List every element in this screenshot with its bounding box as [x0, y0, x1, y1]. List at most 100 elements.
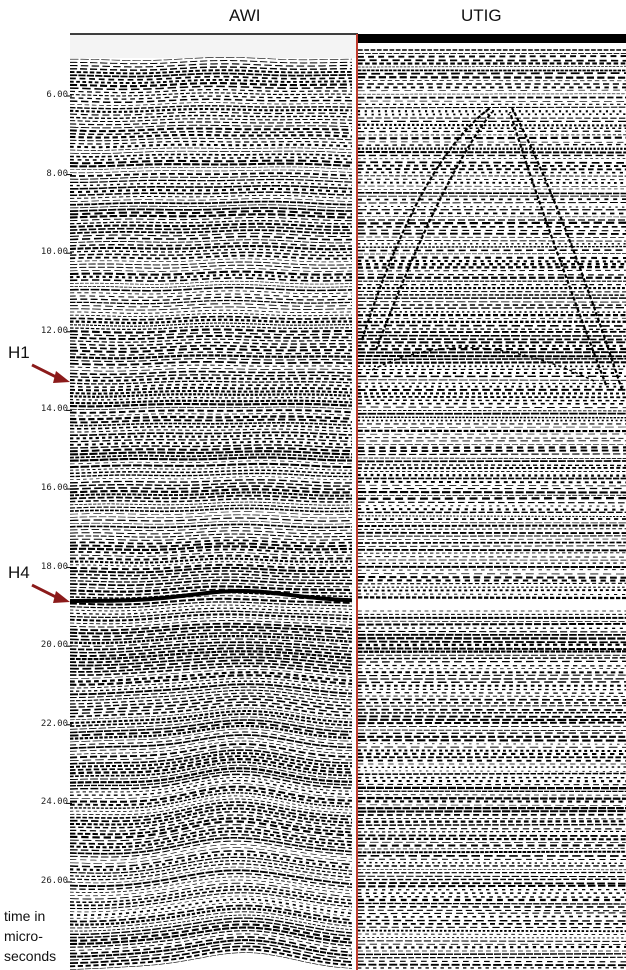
awi-reflection-line [70, 801, 353, 819]
awi-reflection-line [70, 570, 352, 577]
awi-reflection-line [70, 814, 353, 832]
awi-reflection-line [69, 545, 353, 552]
awi-reflection-line [69, 450, 352, 456]
awi-reflection-line [69, 662, 353, 673]
awi-reflection-line [69, 671, 353, 683]
awi-reflection-line [69, 761, 353, 778]
awi-reflection-line [69, 939, 353, 958]
utig-reflection-line [357, 919, 626, 922]
awi-reflection-line [69, 683, 353, 696]
awi-reflection-line [70, 309, 353, 314]
awi-reflection-line [69, 111, 353, 116]
awi-reflection-line [69, 746, 353, 762]
awi-reflection-line [69, 374, 353, 379]
awi-reflection-line [70, 920, 353, 939]
awi-reflection-line [69, 704, 353, 718]
axis-tick-label: 10.00 [40, 247, 68, 258]
awi-reflection-line [69, 485, 353, 491]
utig-panel-label: UTIG [461, 6, 502, 25]
awi-reflection-line [69, 719, 353, 734]
utig-reflection-line [357, 136, 626, 140]
utig-reflection-line [357, 269, 626, 272]
awi-reflection-line [69, 69, 352, 75]
utig-reflections [357, 49, 626, 969]
utig-reflection-line [357, 205, 626, 208]
awi-reflection-line [69, 866, 353, 884]
awi-reflection-line [69, 752, 353, 769]
utig-reflection-line [357, 698, 626, 701]
awi-reflection-line [69, 354, 353, 360]
awi-reflection-line [69, 347, 353, 353]
utig-reflection-line [357, 188, 626, 190]
awi-reflection-line [69, 743, 353, 759]
awi-reflection-line [70, 191, 353, 196]
utig-reflection-line [357, 379, 626, 381]
utig-reflection-line [357, 59, 626, 62]
awi-reflection-line [69, 740, 353, 755]
awi-reflection-line [69, 296, 353, 302]
utig-reflection-line [357, 912, 626, 915]
utig-top-bar [358, 34, 626, 43]
axis-tick-label: 14.00 [40, 404, 68, 415]
awi-reflection-line [69, 102, 353, 106]
awi-reflection-line [70, 187, 353, 194]
awi-reflection-line [69, 277, 353, 282]
awi-reflection-line [69, 264, 353, 269]
utig-reflection-line [357, 259, 626, 263]
awi-reflection-line [69, 722, 353, 737]
awi-reflection-line [69, 216, 352, 222]
awi-reflection-line [69, 377, 353, 382]
awi-reflection-line [69, 124, 353, 129]
awi-reflection-line [69, 933, 353, 951]
awi-reflection-line [69, 539, 353, 545]
awi-reflection-line [69, 169, 353, 174]
utig-diffraction-right-inner [508, 111, 608, 386]
awi-reflection-line [69, 418, 353, 424]
awi-reflection-line [69, 213, 352, 219]
awi-reflection-line [69, 856, 353, 874]
utig-reflection-line [357, 324, 626, 327]
utig-reflection-line [357, 406, 626, 409]
awi-reflection-line [69, 737, 353, 752]
utig-reflection-line [357, 823, 626, 826]
awi-reflection-line [70, 166, 353, 170]
awi-reflection-line [69, 118, 353, 123]
awi-reflection-line [69, 364, 353, 369]
awi-reflection-line [69, 415, 353, 421]
awi-reflection-line [69, 456, 352, 462]
awi-reflection-line [70, 936, 353, 955]
utig-reflection-line [357, 143, 626, 146]
awi-reflection-line [69, 597, 353, 606]
awi-reflection-line [69, 836, 353, 855]
awi-reflection-line [69, 798, 353, 816]
awi-reflection-line [69, 635, 353, 645]
awi-reflection-line [69, 75, 352, 81]
awi-reflection-line [69, 89, 353, 94]
utig-reflection-line [357, 202, 626, 204]
awi-reflection-line [69, 674, 353, 686]
awi-reflection-line [69, 210, 352, 216]
awi-reflection-line [70, 807, 353, 826]
awi-panel-label: AWI [229, 6, 261, 25]
awi-reflection-line [69, 198, 353, 202]
utig-reflection-line [357, 664, 626, 667]
awi-reflection-line [69, 853, 353, 872]
axis-tick-label: 16.00 [40, 483, 68, 493]
awi-reflection-line [69, 824, 353, 842]
awi-reflection-line [69, 498, 353, 503]
awi-reflection-line [69, 629, 353, 638]
utig-reflection-line [357, 705, 626, 707]
awi-reflection-line [69, 783, 353, 799]
horizon-label-h1: H1 [8, 342, 30, 362]
utig-reflection-line [357, 273, 626, 276]
awi-reflection-line [69, 641, 353, 651]
awi-reflection-line [70, 677, 353, 689]
utig-reflection-line [357, 229, 626, 232]
utig-reflection-line [357, 929, 626, 933]
utig-reflection-line [357, 582, 626, 585]
awi-reflection-line [70, 563, 352, 571]
utig-reflection-line [357, 569, 626, 571]
awi-reflection-line [69, 462, 352, 469]
utig-reflection-line [357, 688, 626, 691]
horizon-label-h4: H4 [8, 563, 30, 583]
